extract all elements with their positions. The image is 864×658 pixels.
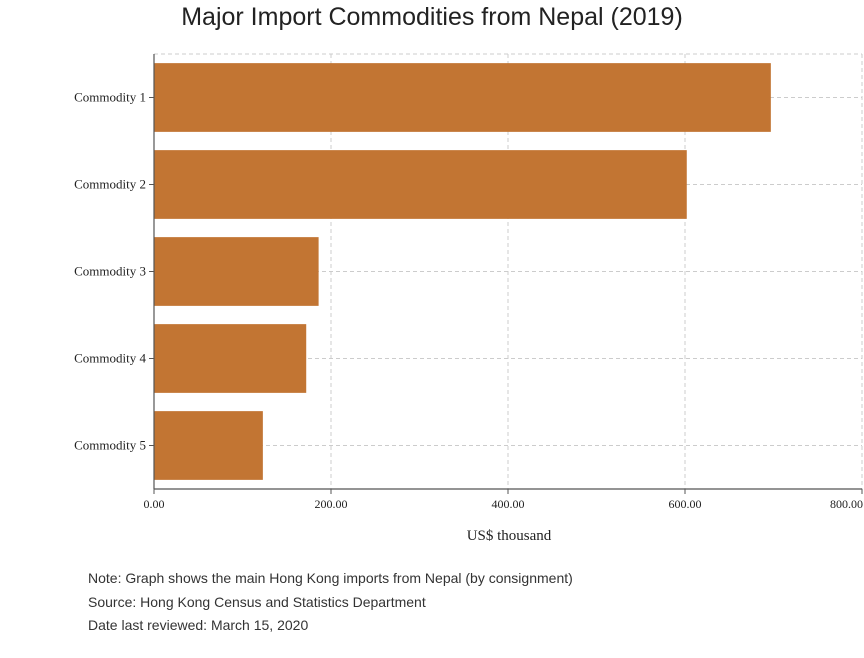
category-label: Commodity 2	[74, 177, 146, 192]
x-tick-label: 0.00	[144, 497, 165, 511]
bar	[154, 324, 307, 393]
x-axis-title: US$ thousand	[467, 528, 552, 544]
footnotes: Note: Graph shows the main Hong Kong imp…	[88, 567, 573, 638]
x-tick-label: 600.00	[669, 497, 702, 511]
x-tick-label: 400.00	[492, 497, 525, 511]
x-tick-label: 200.00	[315, 497, 348, 511]
bars	[154, 63, 771, 480]
bar	[154, 411, 263, 480]
category-label: Commodity 1	[74, 90, 146, 105]
bar	[154, 237, 319, 306]
note-text: Note: Graph shows the main Hong Kong imp…	[88, 570, 573, 586]
source-text: Source: Hong Kong Census and Statistics …	[88, 593, 426, 610]
date-reviewed-text: Date last reviewed: March 15, 2020	[88, 617, 309, 633]
bar	[154, 63, 771, 132]
category-label: Commodity 4	[74, 351, 146, 366]
labels: Commodity 1 Commodity 2 Commodity 3 Commodi…	[74, 90, 863, 512]
x-tick-label: 800.00	[830, 497, 863, 511]
bar	[154, 150, 687, 219]
bar-chart: Commodity 1 Commodity 2 Commodity 3 Commodi…	[74, 53, 863, 544]
category-label: Commodity 3	[74, 264, 146, 279]
category-label: Commodity 5	[74, 438, 146, 453]
chart-title: Major Import Commodities from Nepal (201…	[181, 3, 683, 31]
axes	[149, 54, 863, 494]
